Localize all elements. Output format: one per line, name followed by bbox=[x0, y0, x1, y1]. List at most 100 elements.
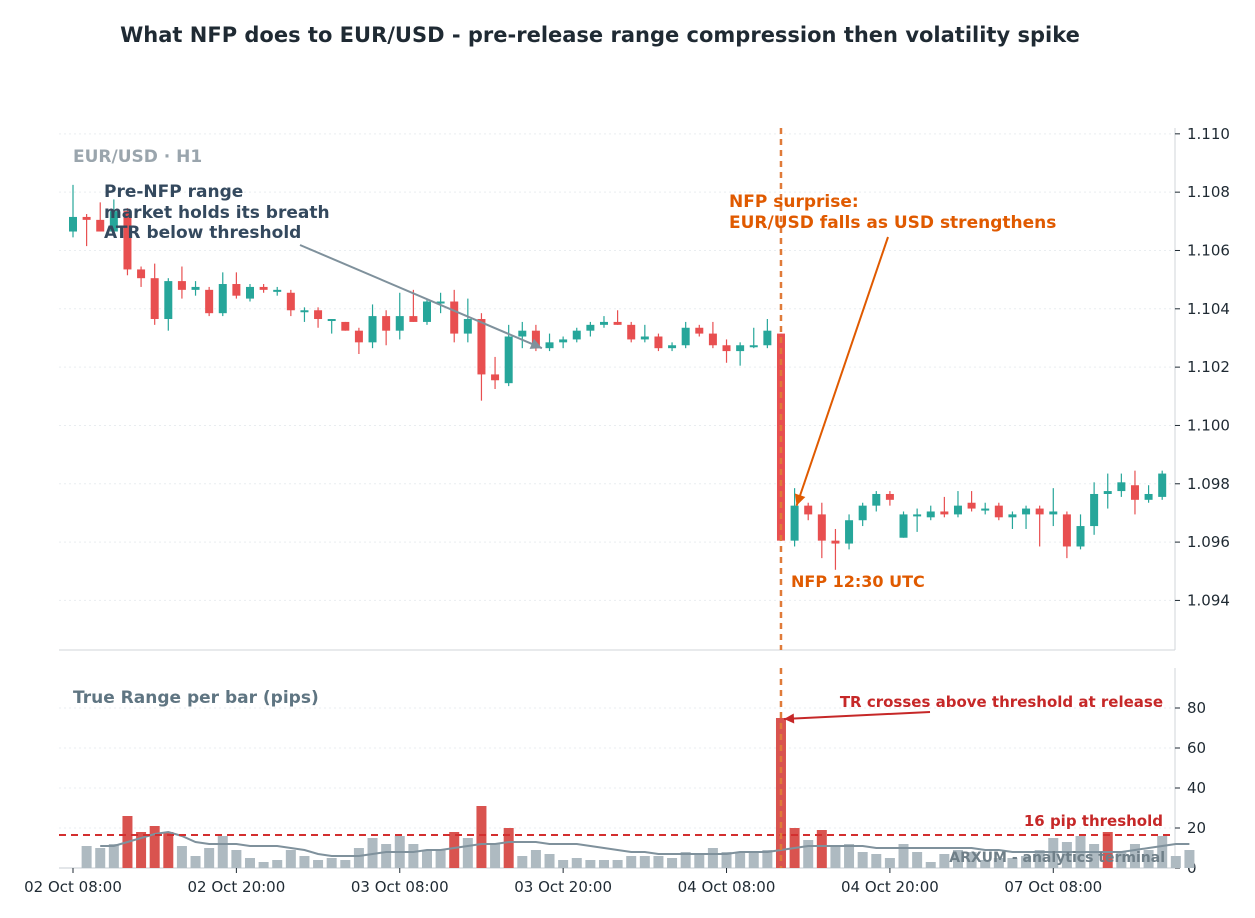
price-tick-label: 1.108 bbox=[1187, 183, 1230, 201]
true-range-bar bbox=[108, 844, 119, 868]
true-range-bar bbox=[149, 826, 160, 868]
true-range-bar bbox=[408, 844, 419, 868]
candle bbox=[463, 298, 472, 343]
true-range-bar bbox=[993, 858, 1004, 868]
price-tick-label: 1.100 bbox=[1187, 416, 1230, 434]
pre-nfp-line-1: Pre-NFP range bbox=[104, 182, 243, 202]
candle-body bbox=[1062, 514, 1071, 547]
candle-body bbox=[899, 514, 908, 538]
candle-body bbox=[872, 493, 881, 506]
true-range-bar bbox=[707, 848, 718, 868]
nfp-surprise-line-1: NFP surprise: bbox=[729, 192, 859, 212]
candle-body bbox=[599, 321, 608, 325]
candle-body bbox=[150, 278, 159, 320]
true-range-bar bbox=[639, 856, 650, 868]
candle bbox=[518, 321, 527, 349]
true-range-panel: 020406080 16 pip threshold True Range pe… bbox=[59, 668, 1206, 877]
true-range-bar bbox=[1184, 850, 1195, 868]
candle bbox=[953, 491, 962, 518]
pre-nfp-line-3: ATR below threshold bbox=[104, 223, 301, 243]
candle-body bbox=[545, 342, 554, 349]
pre-nfp-annotation: Pre-NFP range market holds its breath AT… bbox=[104, 182, 543, 350]
candle bbox=[354, 327, 363, 355]
candle-body bbox=[613, 321, 622, 325]
candle-body bbox=[1144, 493, 1153, 500]
candle-body bbox=[926, 511, 935, 518]
candle bbox=[804, 502, 813, 521]
candle-body bbox=[981, 508, 990, 511]
true-range-tick-label: 60 bbox=[1187, 739, 1206, 757]
true-range-bar bbox=[667, 858, 678, 868]
true-range-bar bbox=[680, 852, 691, 868]
true-range-tick-label: 80 bbox=[1187, 699, 1206, 717]
candle-body bbox=[341, 321, 350, 331]
true-range-bar bbox=[353, 848, 364, 868]
true-range-bar bbox=[653, 856, 664, 868]
candle-body bbox=[504, 336, 513, 384]
price-tick-label: 1.098 bbox=[1187, 475, 1230, 493]
candle bbox=[177, 266, 186, 299]
candle-body bbox=[817, 514, 826, 541]
true-range-bar bbox=[1157, 836, 1168, 868]
candle bbox=[831, 528, 840, 570]
time-tick-label: 07 Oct 08:00 bbox=[1004, 878, 1102, 896]
candle-body bbox=[1158, 473, 1167, 497]
candle bbox=[885, 491, 894, 506]
candle-body bbox=[450, 301, 459, 334]
true-range-bar bbox=[762, 850, 773, 868]
nfp-surprise-annotation: NFP surprise: EUR/USD falls as USD stren… bbox=[729, 192, 1056, 506]
candle-body bbox=[245, 286, 254, 299]
candle bbox=[736, 342, 745, 366]
true-range-bar bbox=[476, 806, 487, 868]
true-range-bar bbox=[748, 852, 759, 868]
candle bbox=[1076, 514, 1085, 550]
candle-body bbox=[668, 345, 677, 349]
candle bbox=[273, 286, 282, 296]
candle-body bbox=[96, 219, 105, 232]
threshold-label: 16 pip threshold bbox=[1024, 812, 1163, 830]
candle bbox=[940, 496, 949, 518]
true-range-bar bbox=[830, 846, 841, 868]
true-range-bar bbox=[217, 836, 228, 868]
true-range-bar bbox=[381, 844, 392, 868]
true-range-bar bbox=[176, 846, 187, 868]
candle-body bbox=[845, 520, 854, 544]
true-range-bar bbox=[244, 858, 255, 868]
true-range-bar bbox=[1034, 850, 1045, 868]
candle bbox=[259, 284, 268, 293]
candle-body bbox=[69, 216, 77, 232]
true-range-bar bbox=[503, 828, 514, 868]
time-axis-ticks: 02 Oct 08:00 02 Oct 20:00 03 Oct 08:00 03 O… bbox=[24, 868, 1102, 896]
candle-body bbox=[913, 514, 922, 517]
candle bbox=[722, 339, 731, 363]
pre-nfp-arrowhead bbox=[529, 338, 542, 349]
release-tr-arrowhead bbox=[783, 713, 795, 724]
candle-body bbox=[749, 345, 758, 348]
candle bbox=[218, 272, 227, 317]
candle-body bbox=[708, 333, 717, 346]
candle-body bbox=[164, 281, 173, 320]
true-range-bar bbox=[612, 860, 623, 868]
candle bbox=[559, 336, 568, 349]
candle bbox=[191, 281, 200, 296]
watermark: ARXUM - analytics terminal bbox=[949, 850, 1165, 866]
true-range-gridlines bbox=[59, 707, 1175, 829]
time-tick-label: 02 Oct 20:00 bbox=[187, 878, 285, 896]
true-range-bar bbox=[81, 846, 92, 868]
true-range-bar bbox=[530, 850, 541, 868]
candle-body bbox=[395, 316, 404, 331]
true-range-bar bbox=[204, 848, 215, 868]
candle bbox=[1049, 488, 1058, 527]
candle-body bbox=[273, 289, 282, 292]
true-range-bar bbox=[571, 858, 582, 868]
pre-nfp-line-2: market holds its breath bbox=[104, 203, 330, 223]
true-range-bar bbox=[95, 848, 106, 868]
true-range-bar bbox=[272, 860, 283, 868]
candle bbox=[545, 333, 554, 352]
release-tr-annotation: TR crosses above threshold at release bbox=[840, 693, 1163, 711]
candle-body bbox=[463, 319, 472, 334]
candle-body bbox=[259, 286, 268, 290]
pre-nfp-arrow bbox=[299, 244, 543, 350]
candle-body bbox=[1049, 511, 1058, 515]
candle-body bbox=[804, 505, 813, 515]
